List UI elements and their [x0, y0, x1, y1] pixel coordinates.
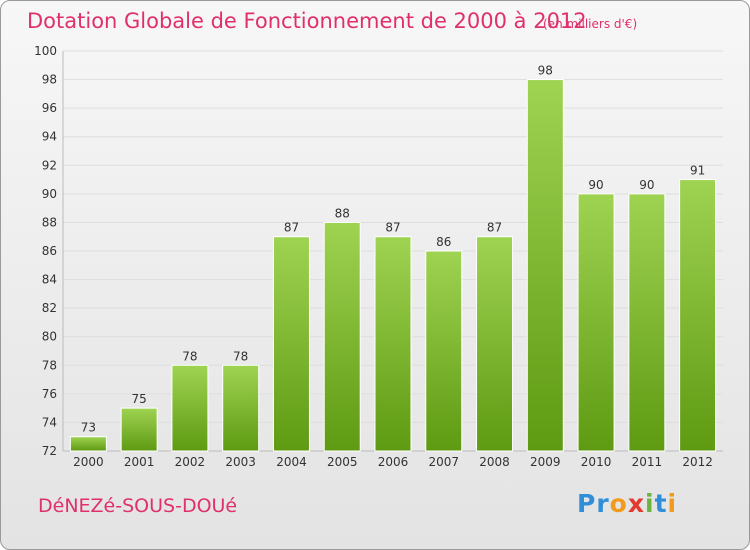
- chart-title: Dotation Globale de Fonctionnement de 20…: [27, 9, 587, 33]
- x-tick-label: 2008: [479, 455, 510, 469]
- bar: [69, 436, 107, 452]
- bar: [120, 407, 158, 452]
- y-tick-label: 90: [42, 187, 57, 201]
- data-label: 87: [487, 221, 502, 235]
- bar: [374, 236, 412, 452]
- x-tick-label: 2006: [378, 455, 409, 469]
- data-label: 73: [81, 421, 96, 435]
- x-tick-label: 2011: [632, 455, 663, 469]
- data-label: 75: [132, 392, 147, 406]
- label-layer: 73 75 78 78 87 88 87 86 87 98 90 90 91: [81, 64, 706, 435]
- logo-letter: r: [596, 489, 610, 518]
- y-tick-label: 74: [42, 415, 57, 429]
- data-label: 88: [335, 206, 350, 220]
- x-tick-label: 2003: [225, 455, 256, 469]
- y-tick-label: 80: [42, 330, 57, 344]
- bar: [526, 79, 564, 452]
- proxiti-logo[interactable]: Proxiti: [577, 489, 677, 518]
- bar: [272, 236, 310, 452]
- x-tick-label: 2002: [175, 455, 206, 469]
- logo-letter: x: [627, 489, 645, 518]
- data-label: 78: [182, 349, 197, 363]
- y-tick-label: 86: [42, 244, 57, 258]
- bar: [425, 250, 463, 452]
- bar: [628, 193, 666, 452]
- y-tick-label: 96: [42, 101, 57, 115]
- y-tick-label: 94: [42, 130, 57, 144]
- logo-letter: P: [577, 489, 597, 518]
- y-tick-label: 78: [42, 358, 57, 372]
- data-label: 91: [690, 164, 705, 178]
- logo-letter: t: [654, 489, 668, 518]
- commune-name: DéNEZé-SOUS-DOUé: [38, 495, 238, 517]
- logo-letter: i: [645, 489, 655, 518]
- bar: [476, 236, 514, 452]
- x-tick-label: 2005: [327, 455, 358, 469]
- data-label: 87: [284, 221, 299, 235]
- x-tick-label: 2000: [73, 455, 104, 469]
- x-tick-label: 2004: [276, 455, 307, 469]
- logo-letter: o: [609, 489, 628, 518]
- bar-layer: [69, 79, 717, 452]
- data-label: 78: [233, 349, 248, 363]
- data-label: 90: [639, 178, 654, 192]
- data-label: 90: [588, 178, 603, 192]
- bar: [679, 179, 717, 452]
- unit-note: (en milliers d'€): [543, 17, 638, 31]
- data-label: 86: [436, 235, 451, 249]
- y-tick-label: 76: [42, 387, 57, 401]
- x-tick-label: 2012: [682, 455, 713, 469]
- y-tick-label: 88: [42, 215, 57, 229]
- y-tick-label: 82: [42, 301, 57, 315]
- x-tick-label: 2009: [530, 455, 561, 469]
- logo-letter: i: [667, 489, 678, 518]
- y-tick-label: 92: [42, 158, 57, 172]
- data-label: 98: [538, 64, 553, 78]
- y-tick-label: 98: [42, 73, 57, 87]
- bar: [222, 364, 260, 452]
- y-tick-label: 84: [42, 273, 57, 287]
- y-tick-label: 100: [34, 44, 57, 58]
- bar: [323, 221, 361, 452]
- x-tick-label: 2001: [124, 455, 155, 469]
- bar: [171, 364, 209, 452]
- data-label: 87: [385, 221, 400, 235]
- y-tick-label: 72: [42, 444, 57, 458]
- x-tick-label: 2010: [581, 455, 612, 469]
- x-tick-label: 2007: [428, 455, 459, 469]
- bar: [577, 193, 615, 452]
